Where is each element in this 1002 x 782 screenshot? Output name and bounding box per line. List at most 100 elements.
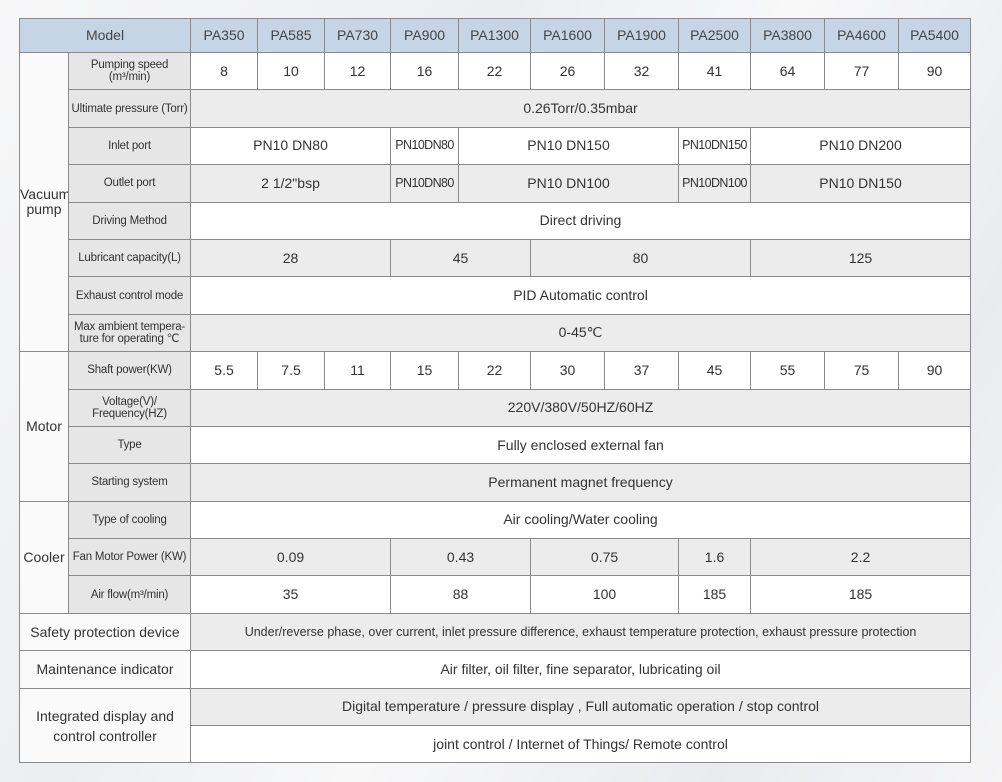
value-cell: 10 — [257, 51, 326, 91]
value-cell: PID Automatic control — [190, 276, 972, 315]
table-row: Inlet port PN10 DN80 PN10DN80 PN10 DN150 PN1… — [20, 126, 972, 166]
row-label: Type of cooling — [67, 500, 192, 540]
model-header-pa2500: PA2500 — [678, 18, 752, 53]
value-cell: 8 — [190, 51, 259, 91]
table-row: Starting system Permanent magnet frequenc… — [20, 463, 972, 502]
model-header-pa4600: PA4600 — [824, 18, 900, 53]
value-cell: 32 — [604, 51, 680, 91]
row-label: Maintenance indicator — [18, 650, 192, 689]
row-label: Inlet port — [67, 126, 192, 166]
model-header-pa900: PA900 — [390, 18, 460, 53]
table-row: Max ambient tempera-ture for operating ℃… — [20, 313, 972, 353]
value-cell: 88 — [390, 575, 532, 614]
value-cell: 1.6 — [678, 538, 752, 577]
value-cell: Fully enclosed external fan — [190, 425, 972, 465]
table-row: Maintenance indicator Air filter, oil fil… — [18, 650, 972, 689]
value-cell: 64 — [750, 51, 826, 91]
model-header-pa1300: PA1300 — [458, 18, 532, 53]
model-header-pa1900: PA1900 — [604, 18, 680, 53]
table-row: Motor Shaft power(KW) 5.5 7.5 11 15 22 30 37 45 55… — [19, 351, 972, 502]
row-label: Starting system — [67, 463, 192, 502]
value-cell: 22 — [458, 351, 532, 390]
value-cell: Digital temperature / pressure display ,… — [190, 687, 972, 727]
value-cell: Direct driving — [190, 201, 972, 240]
value-cell: 7.5 — [257, 351, 326, 390]
value-cell: 185 — [678, 575, 752, 614]
value-cell: 185 — [750, 575, 972, 614]
row-label: Exhaust control mode — [67, 276, 192, 315]
value-cell: Permanent magnet frequency — [190, 463, 972, 502]
value-cell: 26 — [530, 51, 606, 91]
model-header-pa585: PA585 — [257, 18, 326, 53]
value-cell: Air filter, oil filter, fine separator, … — [190, 650, 972, 689]
model-header-pa730: PA730 — [324, 18, 392, 53]
value-cell: PN10 DN150 — [458, 126, 680, 166]
spec-table: Model PA350 PA585 PA730 PA900 PA1300 PA1600 PA… — [18, 18, 972, 764]
value-cell: 220V/380V/50HZ/60HZ — [190, 388, 972, 427]
row-label: Integrated display and control controlle… — [18, 687, 192, 764]
value-cell: 22 — [458, 51, 532, 91]
group-label: Cooler — [19, 500, 69, 614]
table-row: Fan Motor Power (KW) 0.09 0.43 0.75 1.6 2.2 — [20, 538, 972, 577]
group-label: Motor — [19, 351, 69, 502]
row-label: Safety protection device — [18, 612, 192, 652]
model-header-pa350: PA350 — [190, 18, 259, 53]
table-row: Integrated display and control controlle… — [18, 687, 972, 764]
table-row: Ultimate pressure (Torr) 0.26Torr/0.35mba… — [20, 89, 972, 128]
value-cell: PN10 DN150 — [750, 164, 972, 203]
table-row: Safety protection device Under/reverse ph… — [18, 612, 972, 652]
value-cell: PN10DN80 — [390, 164, 460, 203]
table-row: Cooler Type of cooling Air cooling/Water c… — [19, 500, 972, 614]
value-cell: PN10 DN200 — [750, 126, 972, 166]
value-cell: 12 — [324, 51, 392, 91]
value-cell: 80 — [530, 238, 752, 278]
value-cell: 37 — [604, 351, 680, 390]
row-label: Lubricant capacity(L) — [67, 238, 192, 278]
value-cell: 16 — [390, 51, 460, 91]
value-cell: 125 — [750, 238, 972, 278]
model-header-pa1600: PA1600 — [530, 18, 606, 53]
value-cell: 77 — [824, 51, 900, 91]
value-cell: PN10 DN100 — [458, 164, 680, 203]
row-label: Air flow(m³/min) — [67, 575, 192, 614]
model-header: Model — [18, 18, 192, 53]
value-cell: PN10 DN80 — [190, 126, 392, 166]
row-label: Shaft power(KW) — [67, 351, 192, 390]
value-cell: 90 — [898, 351, 972, 390]
row-label: Fan Motor Power (KW) — [67, 538, 192, 577]
value-cell: 30 — [530, 351, 606, 390]
table-row: Vacuum pump Pumping speed (m³/min) 8 10 12 16… — [19, 51, 972, 353]
value-cell: 0.43 — [390, 538, 532, 577]
row-label: Ultimate pressure (Torr) — [67, 89, 192, 128]
value-cell: 35 — [190, 575, 392, 614]
table-row: Outlet port 2 1/2"bsp PN10DN80 PN10 DN100 PN… — [20, 164, 972, 203]
header-row: Model PA350 PA585 PA730 PA900 PA1300 PA1600 PA… — [18, 18, 972, 53]
value-cell: 45 — [678, 351, 752, 390]
table-row: Voltage(V)/ Frequency(HZ) 220V/380V/50HZ/… — [20, 388, 972, 427]
value-cell: Under/reverse phase, over current, inlet… — [190, 612, 972, 652]
value-cell: 11 — [324, 351, 392, 390]
value-cell: 28 — [190, 238, 392, 278]
table-row: Type Fully enclosed external fan — [20, 425, 972, 465]
table-row: joint control / Internet of Things/ Remo… — [20, 725, 972, 764]
table-row: Lubricant capacity(L) 28 45 80 125 — [20, 238, 972, 278]
value-cell: 55 — [750, 351, 826, 390]
row-label: Pumping speed (m³/min) — [67, 51, 192, 91]
table-row: Driving Method Direct driving — [20, 201, 972, 240]
value-cell: 0.09 — [190, 538, 392, 577]
value-cell: 5.5 — [190, 351, 259, 390]
row-label: Type — [67, 425, 192, 465]
row-label: Driving Method — [67, 201, 192, 240]
value-cell: 41 — [678, 51, 752, 91]
table-row: Air flow(m³/min) 35 88 100 185 185 — [20, 575, 972, 614]
value-cell: 2 1/2"bsp — [190, 164, 392, 203]
table-row: Exhaust control mode PID Automatic contro… — [20, 276, 972, 315]
value-cell: PN10DN80 — [390, 126, 460, 166]
value-cell: Air cooling/Water cooling — [190, 500, 972, 540]
model-header-pa5400: PA5400 — [898, 18, 972, 53]
value-cell: 75 — [824, 351, 900, 390]
value-cell: 0-45℃ — [190, 313, 972, 353]
row-label: Voltage(V)/ Frequency(HZ) — [67, 388, 192, 427]
group-label: Vacuum pump — [19, 51, 69, 353]
model-header-pa3800: PA3800 — [750, 18, 826, 53]
